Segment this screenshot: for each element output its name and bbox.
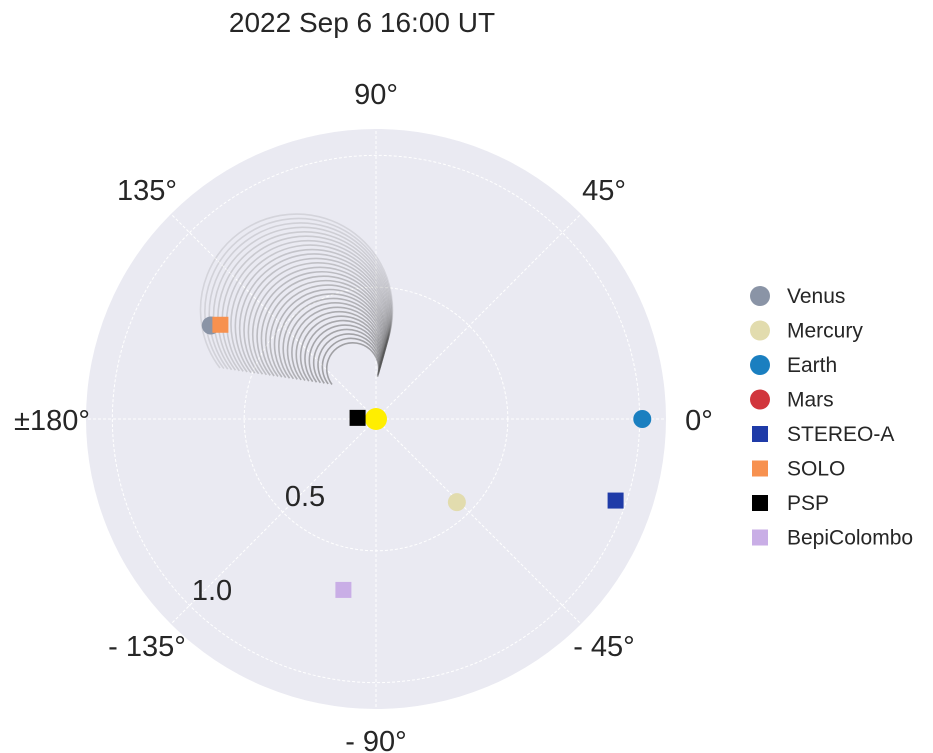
legend-label-psp: PSP <box>787 492 829 515</box>
flux-rope-arc <box>308 324 382 383</box>
angular-grid-line <box>170 418 377 625</box>
angular-grid-line <box>375 213 582 420</box>
angle-tick-label: 0° <box>685 405 713 437</box>
legend: Venus Mercury Earth Mars STEREO-A SOLO PSP Bepi… <box>750 285 913 550</box>
flux-rope-arc <box>247 262 389 375</box>
marker-bepicolombo <box>335 581 352 598</box>
marker-stereo-a <box>607 492 624 509</box>
flux-rope-arc <box>282 297 385 380</box>
angle-tick-label: - 45° <box>573 631 635 663</box>
angle-tick-label: - 90° <box>345 726 407 753</box>
legend-marker-stereo-a <box>752 426 768 442</box>
flux-rope-arc <box>238 253 390 374</box>
flux-rope-arc <box>256 271 388 376</box>
flux-rope-arc <box>291 306 384 381</box>
flux-rope-arc <box>325 342 380 385</box>
legend-label-stereo-a: STEREO-A <box>787 423 894 446</box>
flux-rope-arc <box>269 284 386 378</box>
angular-grid-line <box>170 213 377 420</box>
flux-rope-arc <box>312 328 381 384</box>
marker-earth <box>633 410 652 428</box>
polar-plot-area: 0° 45° 90° 135° ±180° - 135° - 90° - 45° 0.5 1.0 <box>14 79 713 753</box>
marker-psp <box>349 409 366 426</box>
flux-rope-arc <box>278 293 385 379</box>
angle-tick-label: 90° <box>354 79 398 111</box>
marker-mercury <box>447 493 466 512</box>
legend-label-mercury: Mercury <box>787 320 863 343</box>
legend-marker-mars <box>750 389 770 410</box>
flux-rope-arcs <box>199 213 394 385</box>
radial-tick-label: 0.5 <box>285 481 325 513</box>
angle-tick-label: ±180° <box>14 405 90 437</box>
angle-tick-label: 135° <box>117 175 177 207</box>
legend-marker-venus <box>750 286 770 306</box>
angle-tick-label: 45° <box>582 175 626 207</box>
flux-rope-arc <box>304 319 382 383</box>
chart-title: 2022 Sep 6 16:00 UT <box>229 7 495 38</box>
flux-rope-arc <box>230 244 390 373</box>
flux-rope-arc <box>265 279 387 378</box>
legend-marker-solo <box>752 460 768 477</box>
legend-marker-mercury <box>750 320 770 341</box>
legend-label-mars: Mars <box>787 389 834 412</box>
flux-rope-arc <box>295 310 383 381</box>
flux-rope-arc <box>286 302 384 380</box>
angular-grid-line <box>375 418 582 625</box>
angle-tick-label: - 135° <box>108 631 186 663</box>
flux-rope-arc <box>243 257 389 375</box>
legend-label-venus: Venus <box>787 285 845 308</box>
flux-rope-arc <box>204 217 393 370</box>
flux-rope-arc <box>208 222 393 370</box>
flux-rope-arc <box>260 275 387 377</box>
marker-solo <box>212 316 229 333</box>
legend-marker-bepicolombo <box>752 529 768 546</box>
sun-marker <box>365 408 387 430</box>
flux-rope-arc <box>199 213 394 369</box>
legend-label-earth: Earth <box>787 354 837 377</box>
flux-rope-arc <box>321 337 381 385</box>
legend-marker-psp <box>752 495 768 511</box>
flux-rope-arc <box>317 333 381 384</box>
legend-label-bepicolombo: BepiColombo <box>787 527 913 550</box>
flux-rope-arc <box>273 288 386 379</box>
radial-tick-label: 1.0 <box>192 575 232 607</box>
flux-rope-arc <box>234 248 390 374</box>
flux-rope-arc <box>299 315 383 382</box>
flux-rope-arc <box>252 266 388 376</box>
legend-label-solo: SOLO <box>787 458 845 481</box>
legend-marker-earth <box>750 355 770 375</box>
